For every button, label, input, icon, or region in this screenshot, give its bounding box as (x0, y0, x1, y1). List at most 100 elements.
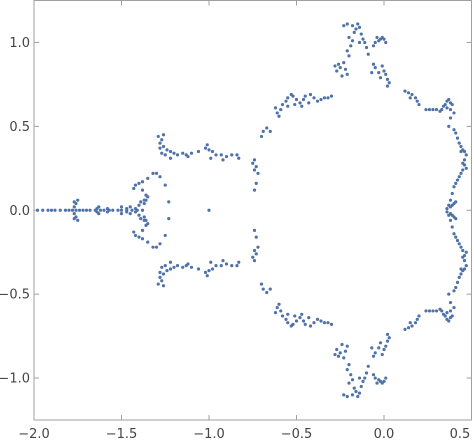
data-point (168, 267, 173, 271)
data-point (352, 386, 356, 390)
data-point (98, 208, 103, 212)
data-point (221, 158, 225, 162)
data-point (447, 319, 451, 323)
data-point (431, 107, 435, 112)
data-point (189, 151, 194, 155)
data-point (254, 252, 258, 256)
data-point (209, 260, 213, 264)
data-point (345, 394, 349, 399)
data-point (452, 111, 456, 115)
data-point (230, 264, 234, 268)
data-point (445, 311, 449, 315)
data-point (210, 267, 215, 271)
data-point (275, 305, 279, 310)
data-point (301, 319, 306, 323)
data-point (163, 183, 167, 187)
data-point (357, 391, 362, 395)
data-point (261, 287, 265, 291)
data-point (203, 146, 208, 150)
data-point (452, 128, 456, 132)
data-point (326, 96, 330, 100)
data-point (84, 208, 89, 212)
data-point (343, 349, 348, 353)
data-point (371, 62, 376, 66)
data-point (146, 176, 150, 180)
data-point (133, 210, 138, 214)
data-point (364, 371, 369, 375)
data-point (340, 342, 344, 347)
data-point (207, 208, 211, 212)
data-point (340, 74, 344, 78)
data-point (301, 97, 306, 102)
data-point (137, 203, 141, 207)
data-point (291, 94, 295, 98)
data-point (450, 225, 454, 229)
data-point (293, 314, 297, 318)
data-point (427, 309, 432, 313)
data-point (336, 62, 341, 66)
data-point (371, 354, 376, 358)
data-point (447, 124, 451, 128)
data-point (237, 156, 241, 160)
data-point (252, 228, 257, 232)
data-point (382, 379, 386, 384)
data-point (203, 270, 208, 274)
data-point (322, 321, 327, 325)
x-tick-label: 0.5 (450, 427, 471, 441)
x-tick-label: −1.5 (106, 427, 138, 441)
data-point (342, 60, 346, 65)
data-point (462, 258, 467, 263)
data-point (265, 290, 269, 295)
data-point (268, 129, 272, 133)
data-point (382, 347, 386, 352)
data-point (284, 99, 288, 103)
data-point (251, 161, 255, 165)
data-point (128, 205, 132, 209)
axis-tick-labels: −2.0 −1.5 −1.0 −0.5 0.0 0.5 1.0 0.5 0.0 −0.5 −1.0 (0, 36, 470, 441)
data-point (252, 158, 257, 162)
data-point (67, 208, 71, 212)
data-point (165, 148, 169, 152)
x-tick-label: −2.0 (18, 427, 50, 441)
data-point (457, 275, 461, 279)
data-point (35, 208, 40, 212)
data-point (424, 107, 428, 112)
data-point (347, 381, 351, 385)
data-point (335, 69, 339, 73)
data-point (303, 94, 307, 98)
data-point (448, 309, 453, 313)
data-point (196, 149, 201, 154)
data-point (158, 242, 162, 246)
data-point (102, 208, 106, 212)
data-point (130, 208, 134, 212)
data-point (146, 240, 150, 244)
data-point (357, 40, 362, 45)
data-point (403, 89, 407, 93)
data-point (259, 134, 264, 139)
data-point (448, 107, 453, 112)
data-point (163, 264, 167, 268)
data-point (158, 141, 162, 145)
data-point (280, 102, 285, 107)
x-tick-label: −1.0 (193, 427, 225, 441)
data-point (454, 181, 458, 185)
data-point (319, 319, 323, 323)
data-point (219, 153, 223, 157)
data-point (273, 311, 278, 315)
data-point (119, 212, 124, 216)
data-point (125, 206, 129, 211)
data-point (286, 321, 290, 325)
data-point (462, 163, 467, 167)
data-point (119, 208, 124, 212)
data-point (189, 265, 194, 269)
data-point (336, 354, 341, 358)
data-point (181, 151, 185, 155)
data-point (454, 200, 458, 204)
data-point (307, 101, 311, 105)
data-point (235, 153, 239, 157)
data-point (133, 233, 138, 238)
data-point (76, 198, 80, 202)
data-point (140, 228, 145, 232)
data-point (459, 149, 463, 154)
data-point (378, 341, 383, 345)
